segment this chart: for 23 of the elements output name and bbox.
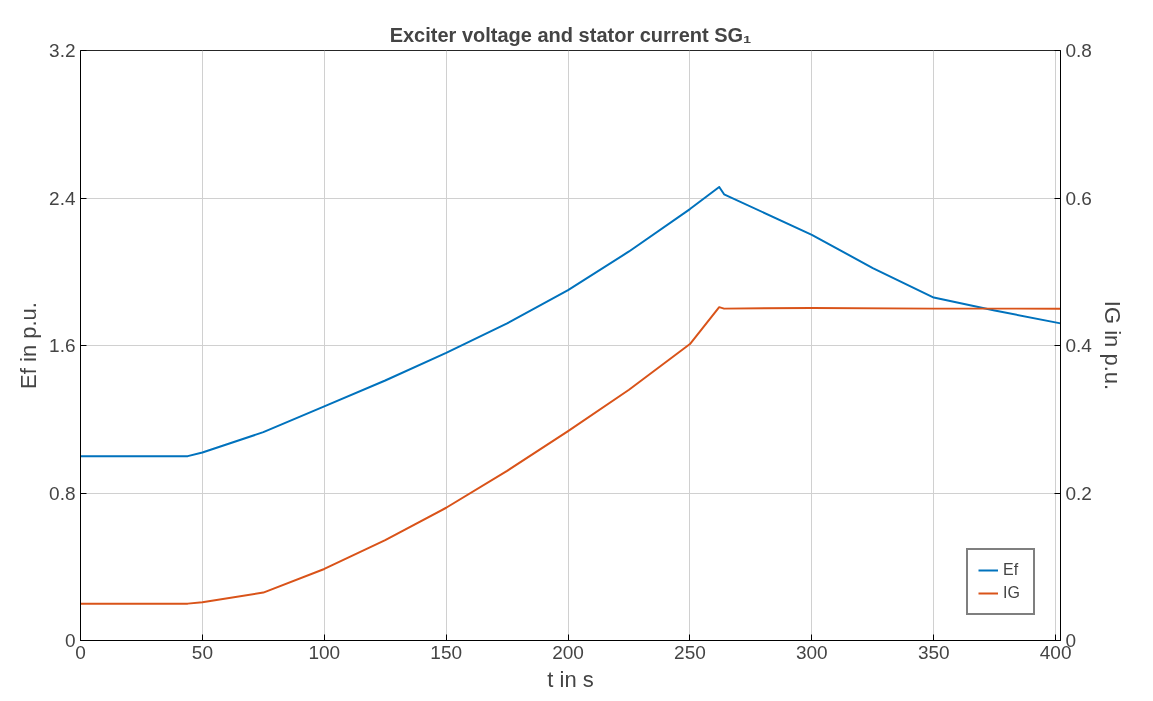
y2-tick-label: 0.4 [1065,335,1093,356]
y2-tick-label: 0.8 [1065,40,1092,61]
x-tick-label: 200 [552,641,584,663]
x-tick-label: 50 [191,641,213,663]
line-series [80,306,1061,605]
legend-label: IG [1003,584,1021,602]
x-tick-label: 150 [430,641,463,663]
x-tick-label: 300 [795,641,828,663]
y-tick-label: 0.8 [49,482,76,504]
y-tick-label: 3.2 [49,40,76,61]
x-tick-label: 250 [674,641,706,663]
y2-axis-title: IG in p.u. [1099,300,1125,391]
chart-title: Exciter voltage and stator current SG₁ [389,23,752,46]
x-tick-label: 350 [917,641,950,663]
y2-tick-label: 0.2 [1065,482,1092,504]
y-tick-label: 2.4 [49,187,76,209]
x-axis-title: t in s [547,666,594,692]
y2-tick-label: 0.6 [1065,187,1092,209]
x-tick-label: 100 [308,641,341,663]
line-series [80,185,1061,458]
legend-label: Ef [1003,561,1020,579]
y-tick-label: 1.6 [49,335,76,356]
y-axis-title: Ef in p.u. [16,302,42,389]
